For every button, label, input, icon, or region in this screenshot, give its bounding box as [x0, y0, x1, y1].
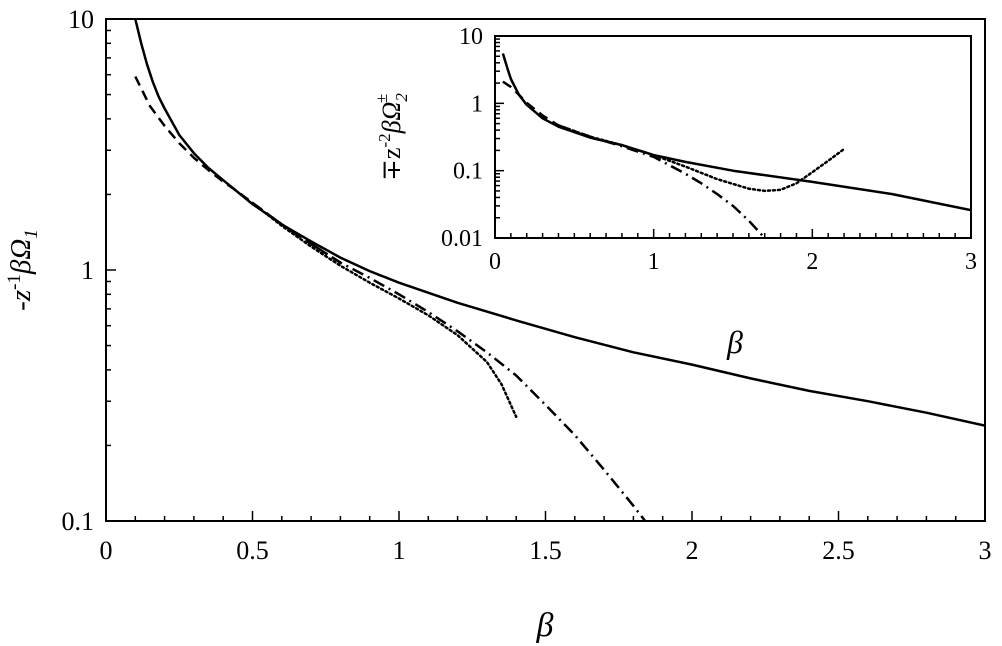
main-y-tick-label: 0.1 [62, 507, 95, 536]
inset-x-tick-label: 2 [806, 249, 818, 275]
inset-plot-background [495, 36, 971, 238]
main-x-tick-label: 0 [100, 536, 113, 565]
inset-x-tick-label: 0 [489, 249, 501, 275]
main-x-tick-label: 0.5 [236, 536, 269, 565]
inset-y-tick-label: 0.1 [453, 159, 483, 185]
main-x-tick-label: 2.5 [822, 536, 855, 565]
main-series-dashed-line [134, 75, 342, 264]
main-y-tick-label: 10 [68, 5, 94, 34]
inset-series-dotted-line [557, 124, 846, 193]
inset-x-tick-label: 1 [648, 249, 660, 275]
inset-series-dashed-line [502, 80, 560, 127]
main-series-dash-dot-line [251, 201, 647, 521]
inset-x-axis-title: β [726, 324, 743, 360]
inset-y-axis-title: ∓z-2βΩ2± [372, 93, 411, 181]
main-x-axis-title: β [536, 607, 554, 644]
main-series-solid-line [134, 19, 985, 427]
main-x-tick-label: 1.5 [529, 536, 562, 565]
main-x-tick-label: 1 [393, 536, 406, 565]
inset-x-tick-label: 3 [965, 249, 977, 275]
main-x-tick-label: 3 [979, 536, 992, 565]
inset-y-tick-label: 10 [459, 24, 483, 50]
inset-y-tick-label: 1 [471, 91, 483, 117]
main-y-axis-title: -z-1βΩ1 [4, 229, 42, 311]
main-series-dotted-line [251, 201, 518, 419]
main-x-tick-label: 2 [686, 536, 699, 565]
inset-plot: 0 1 2 3 0.01 0.1 1 10 [441, 24, 977, 275]
main-y-tick-label: 1 [81, 256, 94, 285]
inset-y-tick-label: 0.01 [441, 226, 483, 252]
